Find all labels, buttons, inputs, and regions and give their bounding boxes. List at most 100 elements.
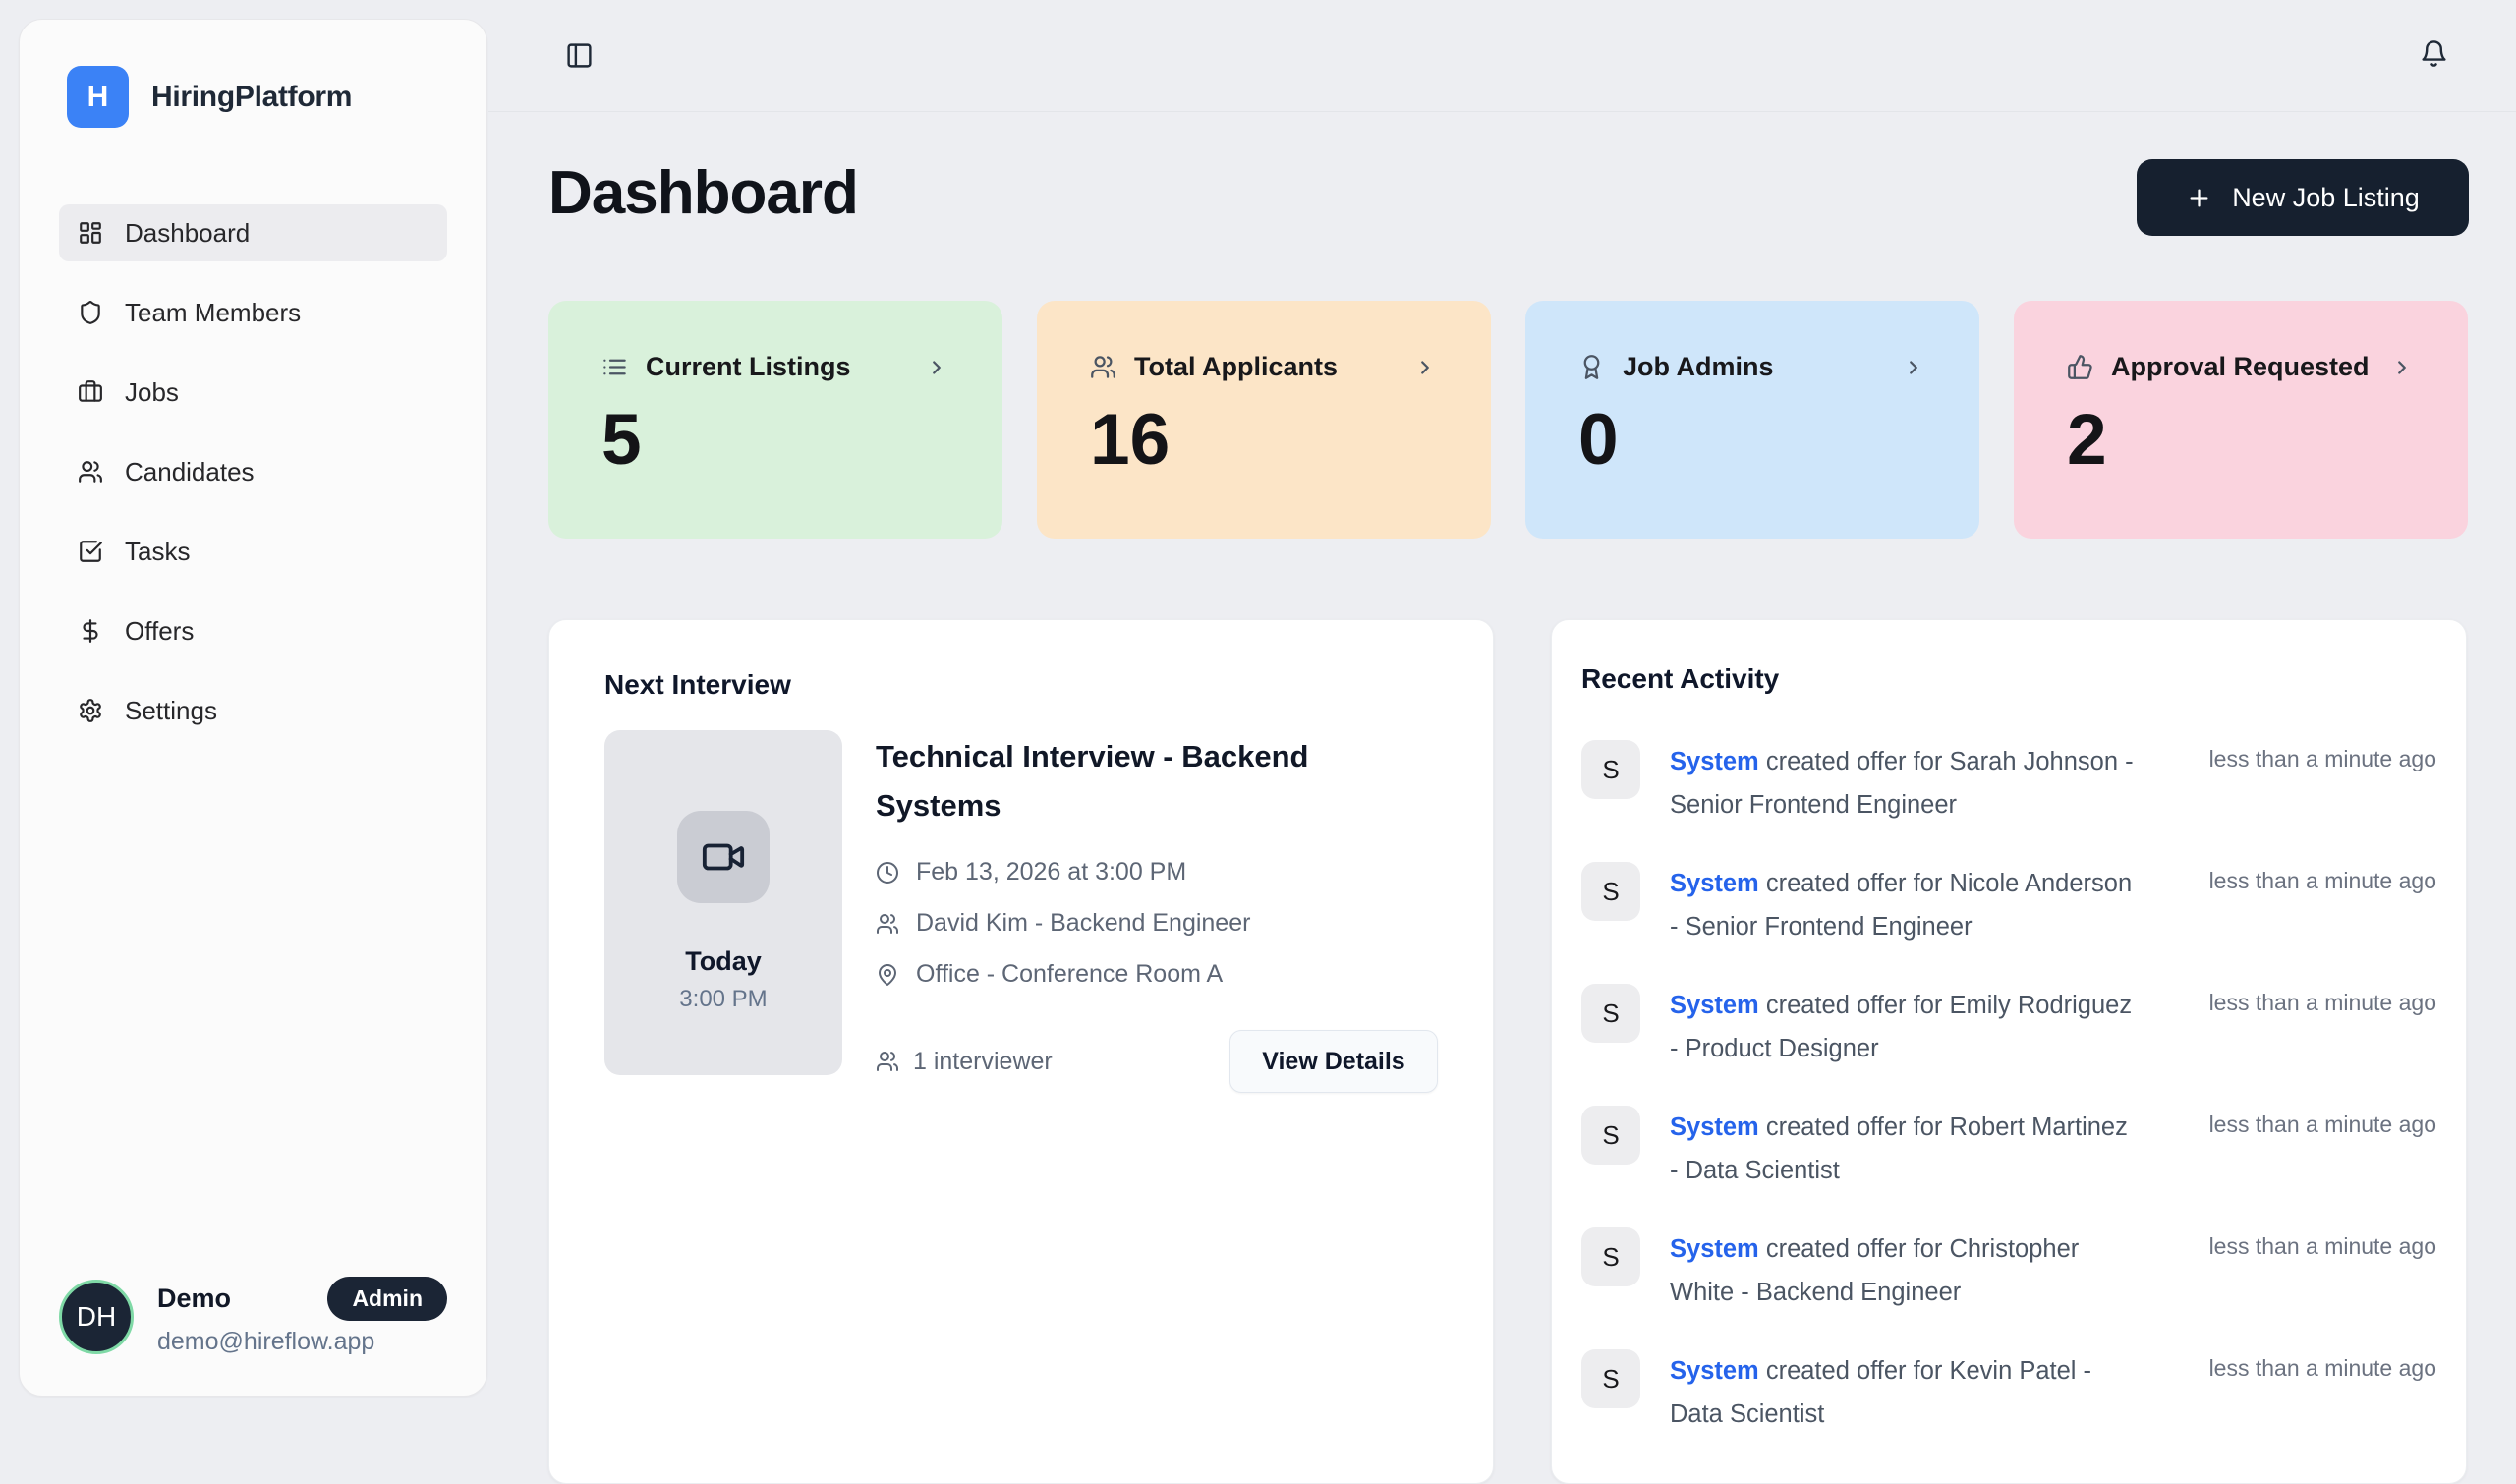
notifications-button[interactable] xyxy=(2412,31,2455,75)
user-profile[interactable]: DH Demo Admin demo@hireflow.app xyxy=(59,1277,447,1356)
stat-card-current-listings[interactable]: Current Listings 5 xyxy=(548,301,1002,539)
interview-time: 3:00 PM xyxy=(679,986,768,1012)
square-check-icon xyxy=(80,541,102,562)
users-icon xyxy=(877,913,898,934)
activity-message: System created offer for Kevin Patel - D… xyxy=(1670,1349,2140,1436)
activity-timestamp: less than a minute ago xyxy=(2208,1112,2436,1137)
layout-dashboard-icon xyxy=(80,222,101,244)
interview-candidate-row: David Kim - Backend Engineer xyxy=(876,909,1438,938)
sidebar-toggle-button[interactable] xyxy=(557,33,600,77)
activity-item: S System created offer for Kevin Patel -… xyxy=(1581,1349,2436,1436)
sidebar-item-candidates[interactable]: Candidates xyxy=(59,443,447,500)
activity-message: System created offer for Nicole Anderson… xyxy=(1670,862,2140,948)
users-icon xyxy=(79,461,102,483)
map-pin-icon xyxy=(879,963,896,986)
sidebar: H HiringPlatform Dashboard Team Members … xyxy=(19,19,487,1397)
activity-timestamp: less than a minute ago xyxy=(2208,990,2436,1015)
activity-message: System created offer for Christopher Whi… xyxy=(1670,1227,2140,1314)
dollar-icon xyxy=(83,619,98,643)
sidebar-item-dashboard[interactable]: Dashboard xyxy=(59,204,447,261)
activity-actor: System xyxy=(1670,1113,1759,1141)
stat-label: Approval Requested xyxy=(2111,352,2370,381)
activity-message: System created offer for Robert Martinez… xyxy=(1670,1106,2140,1192)
sidebar-item-tasks[interactable]: Tasks xyxy=(59,523,447,580)
activity-actor: System xyxy=(1670,992,1759,1019)
users-icon xyxy=(1091,356,1115,378)
stat-label: Total Applicants xyxy=(1134,352,1339,381)
page-title: Dashboard xyxy=(548,159,859,227)
video-icon-tile xyxy=(677,811,770,903)
activity-text: created offer for Robert Martinez - Data… xyxy=(1670,1113,2128,1184)
activity-message: System created offer for Emily Rodriguez… xyxy=(1670,984,2140,1070)
topbar xyxy=(488,0,2516,112)
activity-text: created offer for Nicole Anderson - Seni… xyxy=(1670,870,2133,941)
gear-icon xyxy=(80,699,101,722)
activity-item: S System created offer for Sarah Johnson… xyxy=(1581,740,2436,827)
panel-left-icon xyxy=(566,42,592,68)
stat-label: Job Admins xyxy=(1623,352,1774,381)
activity-text: created offer for Christopher White - Ba… xyxy=(1670,1235,2080,1306)
activity-actor: System xyxy=(1670,1357,1759,1385)
activity-item: S System created offer for Nicole Anders… xyxy=(1581,862,2436,948)
activity-avatar: S xyxy=(1581,862,1640,921)
stat-value: 5 xyxy=(601,400,642,480)
activity-avatar: S xyxy=(1581,984,1640,1043)
users-icon xyxy=(877,1052,898,1071)
new-job-listing-button[interactable]: New Job Listing xyxy=(2137,159,2469,236)
interviewer-count: 1 interviewer xyxy=(876,1048,1053,1076)
avatar: DH xyxy=(59,1279,134,1354)
stats-row: Current Listings 5 Total Applicants 16 J… xyxy=(548,301,2468,539)
sidebar-item-label: Settings xyxy=(125,695,217,725)
activity-timestamp: less than a minute ago xyxy=(2208,1233,2436,1259)
briefcase-icon xyxy=(79,380,102,402)
sidebar-item-offers[interactable]: Offers xyxy=(59,602,447,659)
user-email: demo@hireflow.app xyxy=(157,1328,375,1355)
video-icon xyxy=(702,843,745,871)
stat-value: 2 xyxy=(2067,400,2107,480)
thumbs-up-icon xyxy=(2068,355,2092,379)
interview-datetime: Feb 13, 2026 at 3:00 PM xyxy=(916,858,1187,885)
sidebar-item-label: Tasks xyxy=(125,536,191,566)
view-details-button[interactable]: View Details xyxy=(1229,1030,1438,1093)
sidebar-item-jobs[interactable]: Jobs xyxy=(59,364,447,421)
interview-thumbnail: Today 3:00 PM xyxy=(604,730,842,1075)
activity-timestamp: less than a minute ago xyxy=(2208,868,2436,893)
interviewer-count-label: 1 interviewer xyxy=(913,1047,1053,1075)
interview-day: Today xyxy=(685,946,762,976)
next-interview-card: Next Interview Today 3:00 PM Technical I… xyxy=(548,619,1494,1484)
activity-avatar: S xyxy=(1581,740,1640,799)
user-name: Demo xyxy=(157,1284,232,1313)
stat-card-job-admins[interactable]: Job Admins 0 xyxy=(1525,301,1979,539)
activity-text: created offer for Sarah Johnson - Senior… xyxy=(1670,748,2134,819)
activity-item: S System created offer for Christopher W… xyxy=(1581,1227,2436,1314)
chevron-right-icon xyxy=(1903,357,1924,378)
interview-location: Office - Conference Room A xyxy=(916,960,1224,988)
stat-card-total-applicants[interactable]: Total Applicants 16 xyxy=(1037,301,1491,539)
award-icon xyxy=(1583,355,1600,379)
stat-card-approval-requested[interactable]: Approval Requested 2 xyxy=(2014,301,2468,539)
new-job-listing-label: New Job Listing xyxy=(2232,182,2420,212)
activity-actor: System xyxy=(1670,870,1759,897)
stat-label: Current Listings xyxy=(646,352,851,381)
sidebar-item-team-members[interactable]: Team Members xyxy=(59,284,447,341)
clock-icon xyxy=(877,861,898,884)
interview-location-row: Office - Conference Room A xyxy=(876,960,1438,989)
sidebar-item-label: Jobs xyxy=(125,376,179,407)
activity-avatar: S xyxy=(1581,1227,1640,1286)
stat-value: 16 xyxy=(1090,400,1171,480)
activity-avatar: S xyxy=(1581,1106,1640,1165)
sidebar-item-label: Dashboard xyxy=(125,217,251,248)
activity-item: S System created offer for Robert Martin… xyxy=(1581,1106,2436,1192)
app-name: HiringPlatform xyxy=(151,80,353,113)
interview-candidate: David Kim - Backend Engineer xyxy=(916,909,1251,937)
sidebar-item-label: Candidates xyxy=(125,456,255,486)
stat-value: 0 xyxy=(1578,400,1619,480)
activity-timestamp: less than a minute ago xyxy=(2208,746,2436,771)
sidebar-item-settings[interactable]: Settings xyxy=(59,682,447,739)
activity-timestamp: less than a minute ago xyxy=(2208,1355,2436,1381)
sidebar-nav: Dashboard Team Members Jobs Candidates T… xyxy=(59,204,447,739)
activity-list: S System created offer for Sarah Johnson… xyxy=(1581,740,2436,1436)
chevron-right-icon xyxy=(926,357,947,378)
next-interview-title: Next Interview xyxy=(604,669,791,700)
role-badge: Admin xyxy=(327,1277,447,1321)
